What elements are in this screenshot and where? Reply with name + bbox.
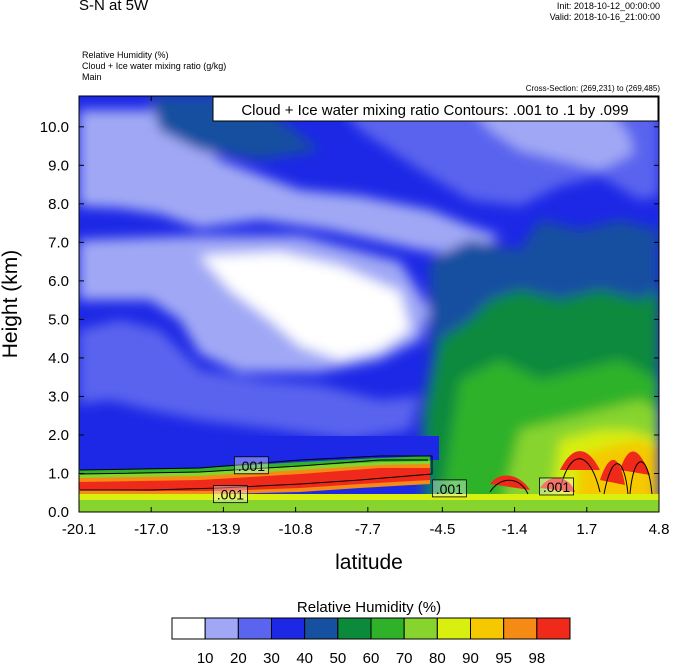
colorbar-swatch [503,617,538,640]
contour-label: .001 [217,487,244,503]
y-tick-label: 1.0 [48,465,69,482]
contour-labels: .001 .001 .001 .001 [213,456,574,504]
colorbar-swatch [370,617,405,640]
y-tick-label: 10.0 [40,119,69,136]
colorbar-label: 10 [197,650,214,667]
colorbar-swatch [171,617,206,640]
rh-fill-field [79,96,659,512]
colorbar-swatch [470,617,505,640]
field-label-domain: Main [82,72,102,82]
y-tick-label: 4.0 [48,350,69,367]
contour-label: .001 [238,458,265,474]
colorbar-label: 60 [363,650,380,667]
colorbar-label: 70 [396,650,413,667]
contour-label: .001 [436,481,463,497]
contour-label-box [233,456,269,475]
cross-section-label: Cross-Section: (269,231) to (269,485) [525,84,660,93]
colorbar: 10 20 30 40 50 60 70 80 90 95 98 [171,617,571,667]
colorbar-swatch [271,617,306,640]
field-label-rh: Relative Humidity (%) [82,50,169,60]
contour-label-box [539,477,574,496]
x-tick-label: 1.7 [576,521,597,538]
x-axis-title: latitude [335,551,403,574]
colorbar-swatch [204,617,239,640]
field-label-qcloud: Cloud + Ice water mixing ratio (g/kg) [82,61,227,71]
y-tick-label: 5.0 [48,311,69,328]
colorbar-title: Relative Humidity (%) [297,599,441,616]
colorbar-swatch [304,617,339,640]
plot-frame [78,95,660,513]
valid-time: Valid: 2018-10-16_21:00:00 [549,12,660,22]
y-tick-label: 0.0 [48,504,69,521]
colorbar-swatch [436,617,472,640]
colorbar-label: 50 [329,650,346,667]
colorbar-swatch [337,617,372,640]
init-time: Init: 2018-10-12_00:00:00 [556,1,660,11]
x-tick-label: -4.5 [429,521,455,538]
colorbar-label: 80 [429,650,446,667]
colorbar-label: 30 [263,650,280,667]
contour-label-box [213,485,248,504]
y-tick-label: 9.0 [48,157,69,174]
x-tick-label: -7.7 [355,521,381,538]
colorbar-swatch [536,617,571,640]
contour-legend-text: Cloud + Ice water mixing ratio Contours:… [241,102,628,119]
contour-label-box [431,479,467,498]
y-axis: 0.0 1.0 2.0 3.0 4.0 5.0 6.0 7.0 8.0 9.0 10.0 [40,119,659,521]
x-tick-label: -13.9 [206,521,240,538]
colorbar-label: 90 [462,650,479,667]
y-tick-label: 3.0 [48,388,69,405]
x-axis: -20.1 -17.0 -13.9 -10.8 -7.7 -4.5 -1.4 1.7 4.8 [62,96,670,538]
colorbar-label: 20 [230,650,247,667]
colorbar-label: 98 [528,650,545,667]
x-tick-label: -17.0 [134,521,168,538]
colorbar-label: 95 [495,650,512,667]
colorbar-label: 40 [296,650,313,667]
x-tick-label: -10.8 [279,521,313,538]
x-tick-label: 4.8 [649,521,670,538]
contour-legend-box: Cloud + Ice water mixing ratio Contours:… [212,96,659,122]
colorbar-swatch [403,617,438,640]
contour-label: .001 [543,479,570,495]
x-tick-label: -20.1 [62,521,96,538]
y-axis-title: Height (km) [0,250,22,359]
y-tick-label: 8.0 [48,196,69,213]
y-tick-label: 6.0 [48,273,69,290]
colorbar-swatch [237,617,272,640]
y-tick-label: 7.0 [48,234,69,251]
plot-title: S-N at 5W [79,0,149,14]
y-tick-label: 2.0 [48,427,69,444]
x-tick-label: -1.4 [502,521,528,538]
